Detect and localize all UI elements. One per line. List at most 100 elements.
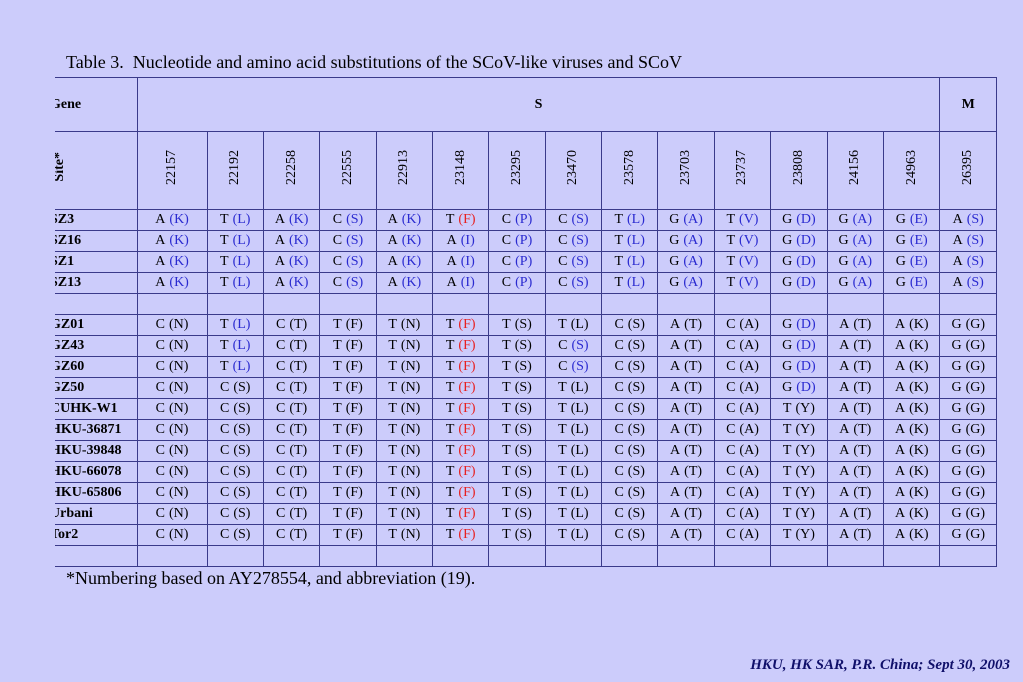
substitution-cell: G (E) <box>883 272 941 294</box>
nucleotide: C <box>726 527 736 542</box>
nucleotide: G <box>782 380 793 395</box>
amino-acid: (A) <box>739 464 759 479</box>
amino-acid: (F) <box>458 359 476 374</box>
substitution-cell: A (K) <box>883 482 941 504</box>
amino-acid: (N) <box>169 527 189 542</box>
nucleotide: C <box>614 506 624 521</box>
nucleotide: A <box>894 338 906 353</box>
nucleotide: C <box>275 485 286 500</box>
amino-acid: (K) <box>401 212 422 227</box>
substitution-cell: C (T) <box>262 377 321 399</box>
amino-acid: (E) <box>909 254 928 269</box>
empty-cell <box>206 545 264 567</box>
substitution-cell: C (S) <box>319 209 377 231</box>
nucleotide: A <box>894 422 906 437</box>
nucleotide: T <box>502 422 511 437</box>
amino-acid: (S) <box>233 443 251 458</box>
amino-acid: (F) <box>458 422 476 437</box>
substitution-cell: T (L) <box>206 209 264 231</box>
amino-acid: (K) <box>169 212 189 227</box>
nucleotide: C <box>726 443 736 458</box>
amino-acid: (S) <box>627 506 645 521</box>
amino-acid: (F) <box>345 485 363 500</box>
amino-acid: (K) <box>909 380 929 395</box>
amino-acid: (P) <box>515 254 533 269</box>
substitution-cell: C (T) <box>262 314 321 336</box>
amino-acid: (S) <box>627 443 645 458</box>
amino-acid: (F) <box>458 317 476 332</box>
amino-acid: (T) <box>853 506 872 521</box>
substitution-cell: G (G) <box>939 314 997 336</box>
amino-acid: (N) <box>400 506 421 521</box>
substitution-cell: A (T) <box>826 356 885 378</box>
substitution-cell: T (L) <box>601 209 659 231</box>
substitution-cell: G (A) <box>657 209 715 231</box>
nucleotide: T <box>558 317 567 332</box>
nucleotide: G <box>782 317 793 332</box>
substitution-cell: C (S) <box>544 272 603 294</box>
amino-acid: (T) <box>684 317 703 332</box>
site-cell: 23737 <box>713 131 772 210</box>
nucleotide: T <box>445 464 455 479</box>
nucleotide: T <box>388 485 397 500</box>
strain-name: GZ43 <box>55 335 138 357</box>
substitution-cell: G (G) <box>939 503 997 525</box>
nucleotide: A <box>839 338 850 353</box>
substitution-cell: T (N) <box>375 356 434 378</box>
substitution-cell: T (N) <box>375 440 434 462</box>
nucleotide: G <box>951 527 962 542</box>
substitution-cell: C (N) <box>136 398 208 420</box>
nucleotide: C <box>155 485 166 500</box>
substitution-cell: T (Y) <box>770 461 828 483</box>
amino-acid: (F) <box>345 317 363 332</box>
nucleotide: C <box>726 317 736 332</box>
nucleotide: A <box>894 464 906 479</box>
nucleotide: C <box>726 338 736 353</box>
nucleotide: T <box>614 275 624 290</box>
nucleotide: T <box>502 527 511 542</box>
empty-cell <box>770 293 828 315</box>
nucleotide: A <box>155 254 166 269</box>
substitution-cell: T (F) <box>432 209 490 231</box>
site-cell: 26395 <box>939 131 997 210</box>
amino-acid: (A) <box>852 212 873 227</box>
amino-acid: (S) <box>233 485 251 500</box>
nucleotide: G <box>951 464 962 479</box>
nucleotide: T <box>333 317 342 332</box>
amino-acid: (I) <box>460 254 475 269</box>
amino-acid: (K) <box>169 233 189 248</box>
substitution-cell: T (S) <box>488 356 546 378</box>
empty-cell <box>939 293 997 315</box>
substitution-cell: T (V) <box>713 251 772 273</box>
nucleotide: T <box>726 233 736 248</box>
nucleotide: A <box>670 401 681 416</box>
substitution-cell: T (F) <box>432 377 490 399</box>
amino-acid: (N) <box>169 380 189 395</box>
substitution-cell: C (T) <box>262 524 321 546</box>
nucleotide: G <box>782 359 793 374</box>
amino-acid: (T) <box>853 380 872 395</box>
strain-name: SZ13 <box>55 272 138 294</box>
nucleotide: C <box>614 401 624 416</box>
nucleotide: C <box>332 254 343 269</box>
substitution-cell: A (T) <box>826 503 885 525</box>
substitution-cell: C (P) <box>488 251 546 273</box>
nucleotide: T <box>726 254 736 269</box>
amino-acid: (F) <box>345 359 363 374</box>
nucleotide: T <box>502 506 511 521</box>
amino-acid: (G) <box>965 485 985 500</box>
substitution-cell: C (S) <box>206 482 264 504</box>
amino-acid: (T) <box>853 527 872 542</box>
amino-acid: (F) <box>345 506 363 521</box>
substitution-cell: A (I) <box>432 230 490 252</box>
empty-cell <box>206 293 264 315</box>
amino-acid: (S) <box>571 359 589 374</box>
amino-acid: (L) <box>627 212 645 227</box>
substitution-cell: C (N) <box>136 419 208 441</box>
amino-acid: (S) <box>514 443 532 458</box>
nucleotide: C <box>558 338 568 353</box>
amino-acid: (F) <box>458 380 476 395</box>
substitution-cell: C (T) <box>262 461 321 483</box>
substitution-cell: T (Y) <box>770 503 828 525</box>
substitution-cell: C (S) <box>544 251 603 273</box>
